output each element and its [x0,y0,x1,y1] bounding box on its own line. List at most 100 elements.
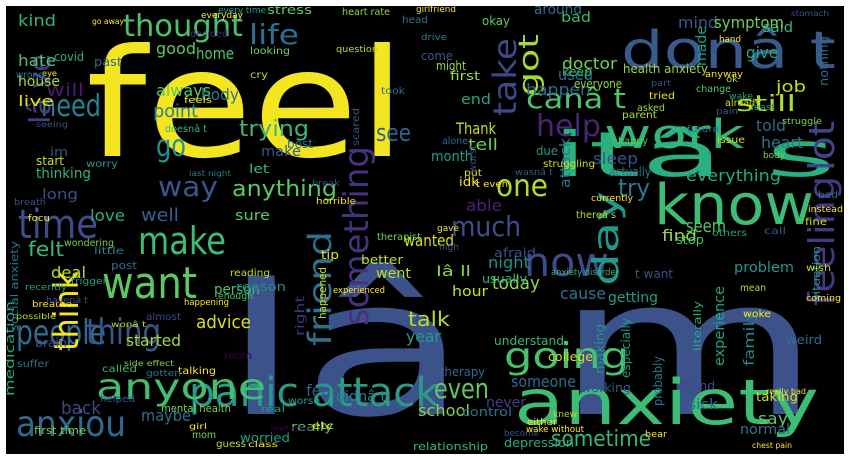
cloud-word: wonâ t [111,320,146,329]
cloud-word: trigger [71,277,107,287]
cloud-word: chest pain [752,441,792,450]
cloud-word: way [158,170,218,203]
cloud-word: reason [236,280,286,294]
word-cloud: feel Iâ m anxiety itâ s donâ t know panic atta… [6,6,844,454]
cloud-word: drive [421,33,448,43]
cloud-word: put [464,168,482,179]
cloud-word: struggle [782,117,822,127]
cloud-word: make [138,219,226,263]
cloud-word: everything [686,166,781,185]
cloud-word: family [742,311,758,366]
cloud-word: Thank [455,119,496,138]
cloud-word: love [90,206,125,225]
cloud-word: attack [558,137,574,188]
cloud-word: right [293,296,307,336]
cloud-word: well [141,205,179,226]
cloud-word: anxiety [514,366,819,439]
cloud-word: possible [16,312,56,321]
cloud-word: medication [6,301,17,396]
cloud-word: tip [321,248,339,262]
cloud-word: tell [468,135,498,154]
cloud-word: good [156,39,196,58]
cloud-word: bad [561,10,591,26]
cloud-word: called [102,364,137,375]
cloud-word: past [94,55,122,69]
cloud-word: others [712,228,747,239]
cloud-word: start [36,154,64,168]
cloud-word: year [406,327,441,346]
cloud-word: call [764,226,786,237]
cloud-word: day [586,191,627,286]
cloud-word: heart rate [342,7,390,18]
cloud-word: cry [250,70,268,81]
cloud-word: talk [408,307,450,331]
cloud-word: social anxiety [8,240,21,331]
cloud-word: havenâ t [46,296,88,306]
cloud-word: worry [86,159,118,170]
cloud-word: end [461,92,491,108]
cloud-word: last night [189,169,231,178]
cloud-word: every time [218,6,266,16]
cloud-word: gave [437,224,459,234]
cloud-word: woke [743,309,771,320]
cloud-word: wondering [64,238,114,249]
cloud-word: literally [691,300,704,351]
cloud-word: wake [729,92,753,102]
cloud-word: really [291,420,333,434]
cloud-word: decided [190,29,228,40]
cloud-word: t even [476,180,508,190]
cloud-word: feeling [802,176,843,306]
cloud-word: cause [560,284,606,303]
cloud-word: hate [18,51,56,70]
cloud-word: due [536,144,558,158]
cloud-word: probably [651,356,665,406]
cloud-word: covid [54,50,84,64]
cloud-word: today [492,273,540,294]
cloud-word: used [558,65,593,84]
cloud-word: mental health [161,402,231,415]
cloud-word: feel [86,18,406,192]
cloud-word: part [651,79,671,89]
cloud-word: idk [459,175,479,189]
cloud-word: already [725,98,761,109]
cloud-word: back [61,398,102,419]
cloud-word: therapist [377,232,421,243]
cloud-word: think [47,271,87,351]
cloud-word: working [581,381,631,395]
cloud-word: heart [761,133,803,152]
cloud-word: suffer [17,359,50,370]
cloud-word: post [111,259,138,272]
cloud-word: become [504,429,539,439]
cloud-word: issue [717,135,745,146]
cloud-word: high [439,243,459,253]
cloud-word: happy [618,136,648,147]
cloud-word: symptom [714,13,784,32]
cloud-word: Iâ ve [23,54,58,124]
cloud-word: school [418,401,470,420]
cloud-word: didnâ t [336,389,387,405]
cloud-word: getting [608,290,658,306]
cloud-word: worried [240,431,290,445]
cloud-word: come [421,49,453,63]
cloud-word: side effect [124,359,174,368]
cloud-word: college [548,350,593,364]
cloud-word: keep [562,65,592,79]
cloud-word: donâ t [621,21,836,81]
cloud-word: wasnâ t [515,168,553,178]
cloud-word: im [50,145,68,159]
cloud-word: friend [301,231,339,346]
cloud-word: thinking [36,166,91,182]
cloud-word: bit [208,76,224,87]
cloud-word: long [42,187,78,203]
cloud-word: feels [184,96,212,106]
cloud-word: especially [619,318,633,378]
cloud-word: least [751,103,776,113]
cloud-word: change [696,84,731,95]
cloud-word: took [381,86,405,97]
cloud-word: seem [686,216,726,237]
cloud-word: help [536,109,601,144]
cloud-word: little [94,246,124,257]
cloud-word: instead [808,205,843,215]
cloud-word: stomach [791,9,829,18]
cloud-word: told [756,116,786,135]
